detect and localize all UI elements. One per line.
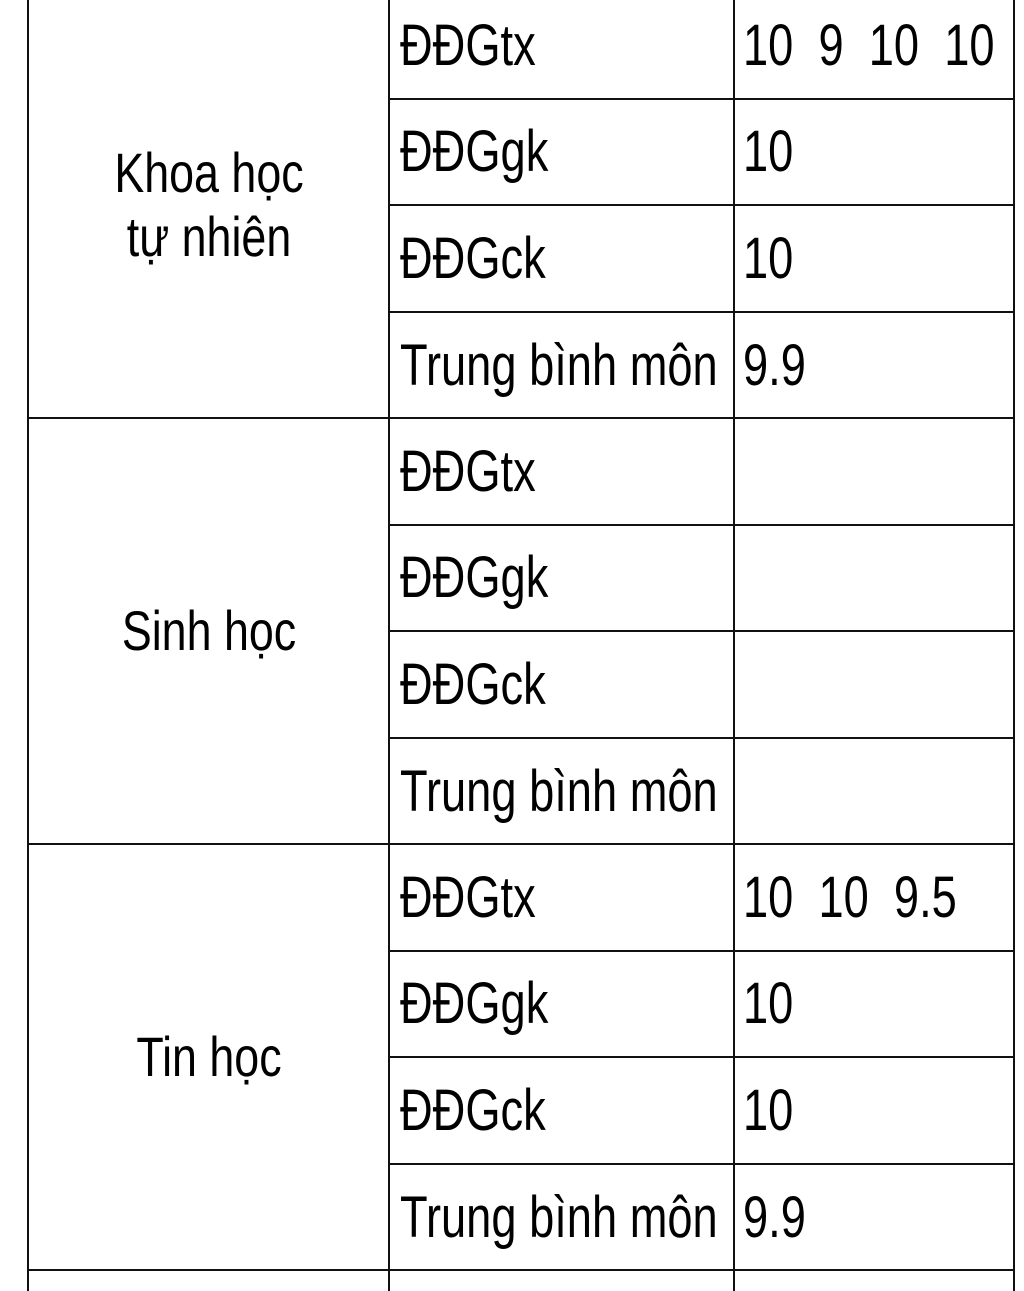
score-value-cell: 9.9 xyxy=(735,313,1015,420)
score-type-label: ĐĐGck xyxy=(400,225,546,291)
subject-name: Tin học xyxy=(135,1025,282,1088)
score-value-cell: 9.9 xyxy=(735,1165,1015,1272)
score-type-cell: Trung bình môn xyxy=(390,1164,735,1271)
score-type-label: ĐĐGtx xyxy=(400,12,536,78)
score-value-cell: 10 10 9.5 xyxy=(735,845,1015,950)
subject-group: Khoa học tự nhiên ĐĐGtx 10 9 10 10 ĐĐGgk… xyxy=(27,0,1015,419)
score-value-cell xyxy=(735,632,1015,737)
score-value-cell: 10 xyxy=(735,1058,1015,1163)
score-type-label: Trung bình môn xyxy=(400,759,718,825)
table-row: Trung bình môn 9.9 xyxy=(390,312,1015,420)
score-type-cell: ĐĐGck xyxy=(390,206,735,311)
table-row: ĐĐGtx 10 9 10 10 xyxy=(390,0,1015,100)
score-value: 10 9 10 10 xyxy=(743,12,995,78)
score-type-label: ĐĐGgk xyxy=(400,971,549,1037)
score-value: 10 xyxy=(743,971,794,1037)
score-type-label: ĐĐGck xyxy=(400,1077,546,1143)
subject-cell: Tin học xyxy=(27,845,390,1269)
score-value-cell: 10 xyxy=(735,100,1015,205)
score-type-label: Trung bình môn xyxy=(400,333,718,399)
score-value-cell xyxy=(735,419,1015,524)
score-type-label: ĐĐGck xyxy=(400,651,546,717)
score-type-cell: ĐĐGtx xyxy=(390,845,735,950)
score-type-label: ĐĐGtx xyxy=(400,438,536,504)
score-type-cell: ĐĐGck xyxy=(390,632,735,737)
score-type-cell: Trung bình môn xyxy=(390,312,735,419)
score-type-cell: ĐĐGtx xyxy=(390,0,735,98)
score-value-cell: 10 xyxy=(735,952,1015,1057)
subject-group: Tin học ĐĐGtx 10 10 9.5 ĐĐGgk 10 ĐĐGck 1… xyxy=(27,845,1015,1271)
subject-name: Sinh học xyxy=(121,599,296,662)
score-value-cell xyxy=(735,739,1015,846)
score-value-cell: 10 9 10 10 xyxy=(735,0,1015,98)
table-row: ĐĐGck 10 xyxy=(390,1058,1015,1165)
subject-cell: Khoa học tự nhiên xyxy=(27,0,390,417)
score-type-cell: Trung bình môn xyxy=(390,738,735,845)
score-type-cell: ĐĐGgk xyxy=(390,99,735,204)
score-value: 9.9 xyxy=(743,1185,806,1251)
table-row: Trung bình môn xyxy=(390,738,1015,846)
score-value-cell xyxy=(735,526,1015,631)
table-row: ĐĐGtx 10 10 9.5 xyxy=(390,845,1015,952)
score-type-cell: ĐĐGtx xyxy=(390,419,735,524)
score-type-label: ĐĐGtx xyxy=(400,864,536,930)
table-row: ĐĐGgk 10 xyxy=(390,99,1015,206)
score-type-label: ĐĐGgk xyxy=(400,119,549,185)
score-type-cell: ĐĐGck xyxy=(390,1058,735,1163)
table-row: ĐĐGck xyxy=(390,632,1015,739)
score-type-cell: ĐĐGgk xyxy=(390,525,735,630)
table-row: ĐĐGgk xyxy=(390,525,1015,632)
grades-table: Khoa học tự nhiên ĐĐGtx 10 9 10 10 ĐĐGgk… xyxy=(27,0,1015,1291)
score-value-cell: 10 xyxy=(735,206,1015,311)
score-type-label: ĐĐGgk xyxy=(400,545,549,611)
subject-cell: Sinh học xyxy=(27,419,390,843)
score-type-label: Trung bình môn xyxy=(400,1185,718,1251)
score-value: 9.9 xyxy=(743,333,806,399)
table-continuation xyxy=(27,1271,1015,1291)
score-value: 10 xyxy=(743,225,794,291)
score-value: 10 xyxy=(743,119,794,185)
table-row: ĐĐGck 10 xyxy=(390,206,1015,313)
score-value: 10 10 9.5 xyxy=(743,864,957,930)
table-row: Trung bình môn 9.9 xyxy=(390,1164,1015,1272)
table-row: ĐĐGtx xyxy=(390,419,1015,526)
score-type-cell: ĐĐGgk xyxy=(390,951,735,1056)
subject-group: Sinh học ĐĐGtx ĐĐGgk ĐĐGck Trung bình mô… xyxy=(27,419,1015,845)
subject-name: Khoa học tự nhiên xyxy=(113,141,304,268)
table-row: ĐĐGgk 10 xyxy=(390,951,1015,1058)
score-value: 10 xyxy=(743,1077,794,1143)
